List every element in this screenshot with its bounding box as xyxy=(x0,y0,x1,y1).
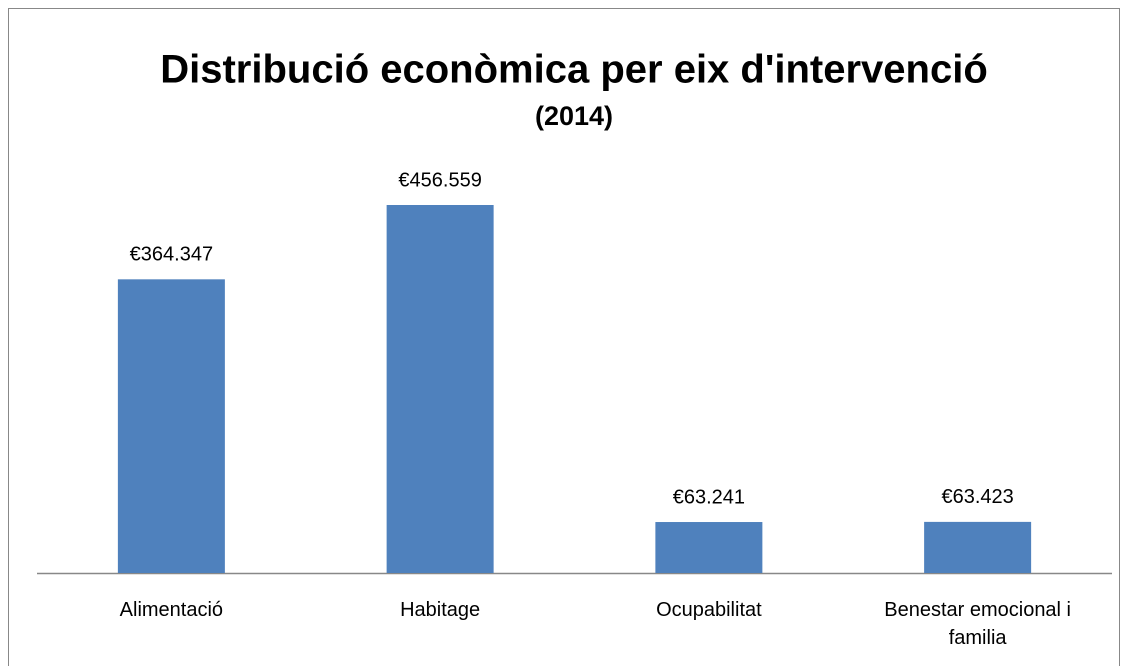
chart-subtitle: (2014) xyxy=(535,101,613,131)
value-label: €63.423 xyxy=(941,486,1013,508)
bar xyxy=(655,522,763,573)
value-label: €456.559 xyxy=(398,169,481,191)
x-tick-label: Benestar emocional i familia xyxy=(884,599,1072,649)
value-label: €364.347 xyxy=(130,244,213,266)
bar xyxy=(117,279,225,573)
x-tick-label: Habitage xyxy=(400,599,481,621)
bar xyxy=(386,205,494,573)
x-tick-label: Alimentació xyxy=(119,599,224,621)
value-label: €63.241 xyxy=(673,486,745,508)
x-tick-label: Ocupabilitat xyxy=(656,599,762,621)
bar xyxy=(924,521,1032,573)
chart-title: Distribució econòmica per eix d'interven… xyxy=(160,48,988,92)
